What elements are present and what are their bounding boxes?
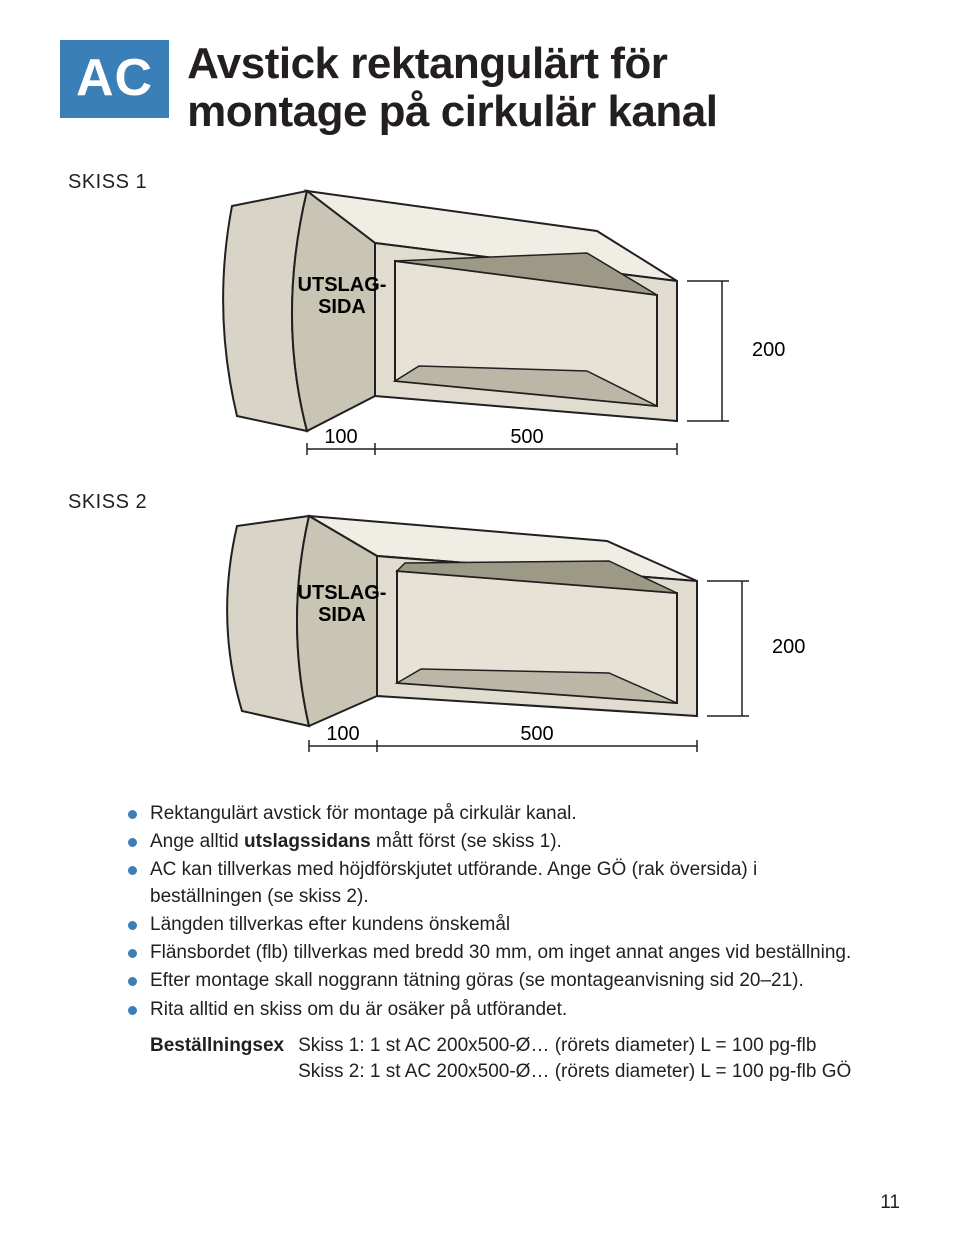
skiss-2-diagram: UTSLAG- SIDA 100 500 200 [177,491,817,771]
figure-skiss-1: SKISS 1 UTSLAG- SIDA [60,171,900,461]
list-item: AC kan tillverkas med höjdförskjutet utf… [128,857,868,909]
list-item: Längden tillverkas efter kundens önskemå… [128,912,868,938]
dim-200b: 200 [772,636,805,658]
order-lines: Skiss 1: 1 st AC 200x500-Ø… (rörets diam… [298,1033,851,1085]
skiss-1-label: SKISS 1 [68,171,147,194]
utslag-label-2b: SIDA [318,604,366,626]
dim-500b: 500 [520,723,553,745]
page-title: Avstick rektangulärt för montage på cirk… [187,40,717,135]
list-item: Rektangulärt avstick för montage på cirk… [128,801,868,827]
figure-skiss-2: SKISS 2 UTSLAG- SIDA [60,491,900,771]
skiss-1-diagram: UTSLAG- SIDA 100 500 200 [177,171,817,461]
title-line-2: montage på cirkulär kanal [187,87,717,136]
bullet-list: Rektangulärt avstick för montage på cirk… [128,801,868,1023]
order-label: Beställningsex [150,1033,284,1085]
b2-pre: Ange alltid [150,831,244,852]
utslag-label-2: SIDA [318,296,366,318]
b2-bold: utslagssidans [244,831,371,852]
ordering-example: Beställningsex Skiss 1: 1 st AC 200x500-… [150,1033,900,1085]
dim-500: 500 [510,426,543,448]
list-item: Ange alltid utslagssidans mått först (se… [128,829,868,855]
list-item: Efter montage skall noggrann tätning gör… [128,968,868,994]
dim-200: 200 [752,339,785,361]
dim-100b: 100 [326,723,359,745]
dim-100: 100 [324,426,357,448]
b2-post: mått först (se skiss 1). [371,831,562,852]
list-item: Flänsbordet (flb) tillverkas med bredd 3… [128,940,868,966]
page-header: AC Avstick rektangulärt för montage på c… [60,40,900,135]
utslag-label-1b: UTSLAG- [298,582,387,604]
product-code-badge: AC [60,40,169,118]
order-line-1: Skiss 1: 1 st AC 200x500-Ø… (rörets diam… [298,1033,851,1059]
list-item: Rita alltid en skiss om du är osäker på … [128,997,868,1023]
skiss-2-label: SKISS 2 [68,491,147,514]
order-line-2: Skiss 2: 1 st AC 200x500-Ø… (rörets diam… [298,1059,851,1085]
utslag-label-1: UTSLAG- [298,274,387,296]
page-number: 11 [880,1192,900,1214]
title-line-1: Avstick rektangulärt för [187,39,667,88]
